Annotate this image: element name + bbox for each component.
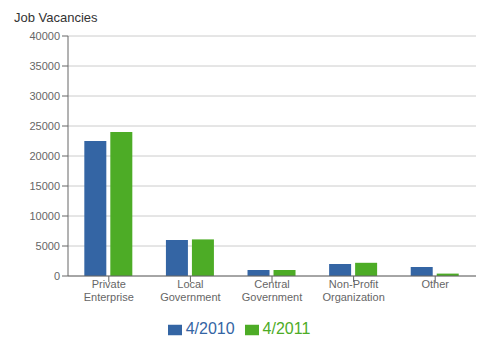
- html-text:Job Vacancies: Job Vacancies: [14, 10, 98, 25]
- svg-text:PrivateEnterprise: PrivateEnterprise: [84, 278, 134, 303]
- svg-text:40000: 40000: [29, 30, 60, 42]
- svg-text:15000: 15000: [29, 180, 60, 192]
- svg-text:25000: 25000: [29, 120, 60, 132]
- html-text:4/2010: 4/2010: [185, 320, 235, 337]
- svg-text:LocalGovernment: LocalGovernment: [160, 278, 221, 303]
- svg-text:0: 0: [54, 270, 60, 282]
- svg-text:5000: 5000: [36, 240, 60, 252]
- svg-text:35000: 35000: [29, 60, 60, 72]
- svg-text:Other: Other: [421, 278, 449, 290]
- html-text:4/2011: 4/2011: [262, 320, 311, 337]
- svg-text:CentralGovernment: CentralGovernment: [242, 278, 303, 303]
- svg-text:30000: 30000: [29, 90, 60, 102]
- svg-text:10000: 10000: [29, 210, 60, 222]
- svg-text:Non-ProfitOrganization: Non-ProfitOrganization: [322, 278, 384, 303]
- svg-text:20000: 20000: [29, 150, 60, 162]
